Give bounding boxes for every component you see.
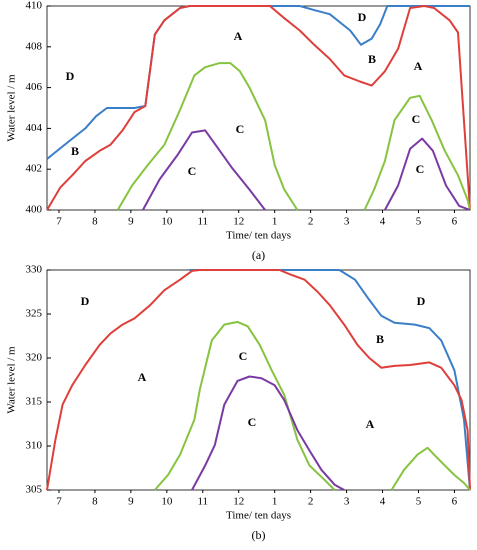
annotation: C [239,349,248,363]
x-tick-label: 7 [56,496,62,508]
annotation: A [138,370,147,384]
y-tick-label: 410 [26,0,43,12]
y-tick-label: 325 [26,308,43,320]
series-line [191,375,345,491]
x-tick-label: 11 [197,216,208,228]
annotation: D [81,294,90,308]
x-tick-label: 10 [161,496,173,508]
annotation: C [412,112,421,126]
series-line [46,269,471,491]
y-tick-label: 402 [26,163,43,175]
annotation: C [416,162,425,176]
x-tick-label: 12 [233,496,244,508]
plot-frame [46,269,471,491]
x-tick-label: 8 [92,496,98,508]
x-tick-label: 11 [197,496,208,508]
x-tick-label: 1 [272,216,278,228]
y-tick-label: 400 [26,204,43,216]
annotation: C [236,122,245,136]
x-tick-label: 2 [308,216,314,228]
y-axis-title: Water level / m [6,74,18,142]
annotation: A [366,417,375,431]
x-tick-label: 9 [128,216,134,228]
series-line [116,62,471,211]
annotation: C [188,164,197,178]
panel-label: (b) [252,528,266,542]
annotation: B [368,52,376,66]
x-tick-label: 4 [380,496,386,508]
annotation: B [376,332,384,346]
x-tick-label: 9 [128,496,134,508]
x-tick-label: 5 [416,216,422,228]
series-line [154,320,471,491]
x-tick-label: 4 [380,216,386,228]
annotation: A [414,59,423,73]
x-tick-label: 12 [233,216,244,228]
x-tick-label: 7 [56,216,62,228]
y-tick-label: 404 [26,122,43,134]
x-tick-label: 6 [452,496,458,508]
x-axis-title: Time/ ten days [226,510,291,522]
annotation: D [358,10,367,24]
x-tick-label: 10 [161,216,173,228]
x-tick-label: 8 [92,216,98,228]
y-tick-label: 315 [26,396,43,408]
series-line [46,5,471,211]
series-line [142,129,471,211]
series-line [46,5,470,160]
y-axis-title: Water level / m [6,346,18,414]
annotation: A [234,29,243,43]
y-tick-label: 406 [26,81,43,93]
y-tick-label: 330 [26,264,43,276]
x-axis-title: Time/ ten days [226,230,291,242]
y-tick-label: 408 [26,40,43,52]
x-tick-label: 1 [272,496,278,508]
y-tick-label: 310 [26,440,43,452]
annotation: C [248,415,257,429]
annotation: D [66,69,75,83]
x-tick-label: 3 [344,496,350,508]
x-tick-label: 5 [416,496,422,508]
x-tick-label: 3 [344,216,350,228]
x-tick-label: 2 [308,496,314,508]
annotation: B [71,144,79,158]
y-tick-label: 305 [26,484,43,496]
series-line [189,269,471,491]
annotation: D [417,294,426,308]
x-tick-label: 6 [452,216,458,228]
y-tick-label: 320 [26,352,43,364]
panel-label: (a) [252,248,265,262]
